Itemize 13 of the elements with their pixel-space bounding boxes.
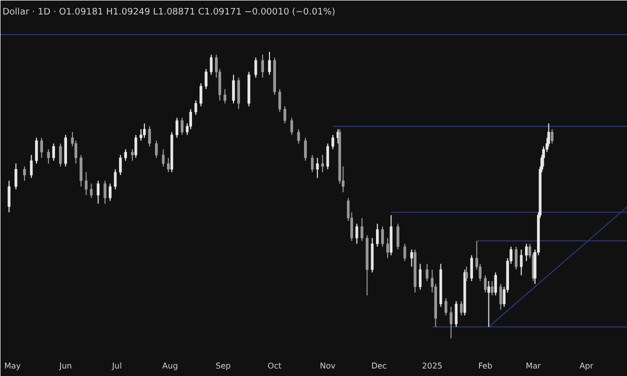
x-tick-label: 2025 [422, 362, 442, 370]
x-tick-label: May [4, 362, 22, 370]
x-tick-label: Feb [478, 362, 492, 370]
chart-title: Dollar · 1D · O1.09181 H1.09249 L1.08871 C1.09171 −0.00010 (−0.01%) [2, 8, 336, 18]
x-tick-label: Sep [216, 362, 231, 370]
x-tick-label: Mar [526, 362, 542, 370]
x-tick-label: Apr [579, 362, 594, 370]
x-tick-label: Aug [162, 362, 178, 370]
x-tick-label: Oct [268, 362, 282, 370]
x-tick-label: Nov [320, 362, 336, 370]
x-tick-label: Jun [58, 362, 72, 370]
x-tick-label: Jul [111, 362, 122, 370]
x-tick-label: Dec [371, 362, 387, 370]
